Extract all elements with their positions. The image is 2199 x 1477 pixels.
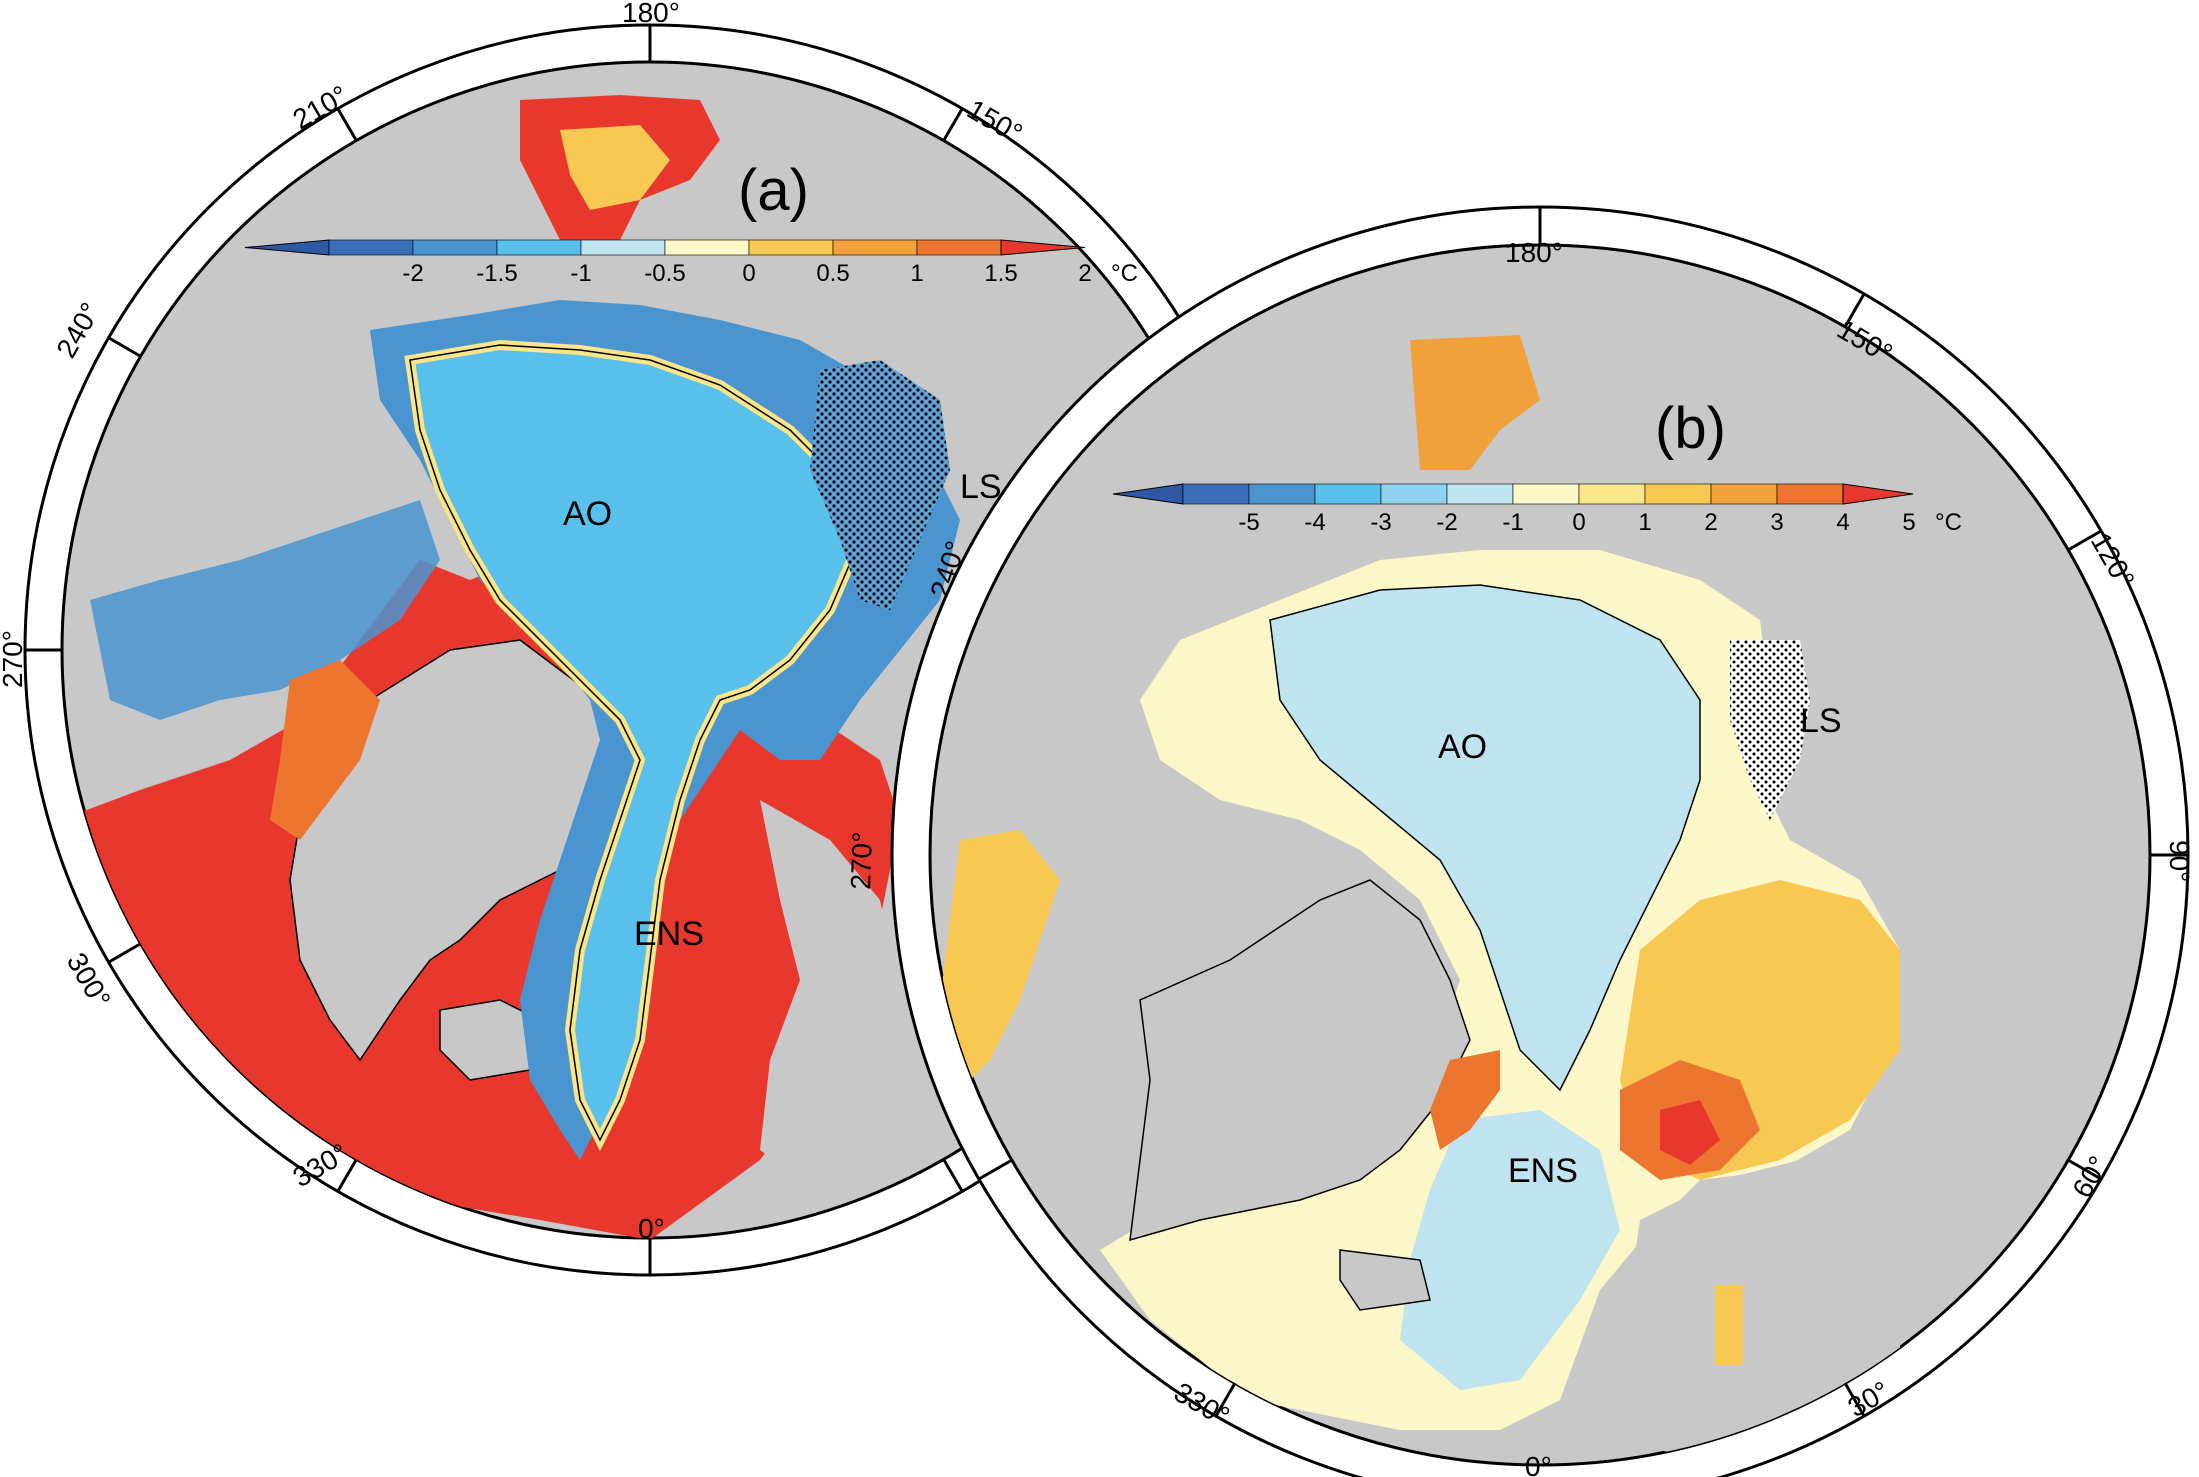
panel-b-colorbar-bin <box>1380 483 1448 505</box>
panel-a-colorbar-bin <box>580 239 666 256</box>
panel-a-lon-0: 0° <box>638 1213 665 1244</box>
panel-b-region-ao: AO <box>1438 728 1487 766</box>
panel-b-colorbar-bin <box>1776 483 1844 505</box>
panel-b-greenland <box>1129 879 1471 1242</box>
panel-b-colorbar-high-extend <box>1842 483 1914 505</box>
panel-b-svalbard <box>1339 1249 1431 1311</box>
panel-b-basin-pale <box>1270 585 1700 1090</box>
panel-a-map <box>62 95 960 1238</box>
panel-b-colorbar-tick-label: 0 <box>1572 509 1585 536</box>
panel-b-colorbar-bin <box>1578 483 1646 505</box>
panel-a-colorbar-high-extend <box>1000 239 1086 256</box>
panel-b-colorbar-tick-label: -2 <box>1436 509 1457 536</box>
panel-b-pacific-warm <box>1410 335 1540 470</box>
panel-a-label: (a) <box>738 158 809 223</box>
panel-a-greenland <box>289 639 631 1062</box>
panel-b-colorbar: -5 -4 -3 -2 -1 0 1 2 3 4 5 °C <box>1112 483 1962 536</box>
panel-b-colorbar-bin <box>1314 483 1382 505</box>
panel-a-baffin-warm <box>270 660 380 840</box>
panel-b-colorbar-bin <box>1248 483 1316 505</box>
panel-b: 180° 150° 120° 90° 60° 30° 0° 330° (b) A… <box>890 205 2195 1477</box>
panel-b-lon-90: 90° <box>2164 840 2195 882</box>
panel-b-warm-sliver <box>1715 1285 1743 1365</box>
panel-a-colorbar-tick-label: 0 <box>742 260 755 287</box>
panel-a-lon-240: 240° <box>50 297 106 363</box>
panel-a-region-ao: AO <box>563 495 612 533</box>
panel-a-colorbar-tick-label: -0.5 <box>644 260 685 287</box>
panel-b-colorbar-unit: °C <box>1935 509 1962 536</box>
panel-a-colorbar-tick-label: 1 <box>910 260 923 287</box>
panel-b-lon-0: 0° <box>1525 1451 1552 1477</box>
panel-b-colorbar-tick-label: -1 <box>1502 509 1523 536</box>
panel-b-colorbar-tick-label: -5 <box>1238 509 1259 536</box>
panel-b-colorbar-tick-label: -3 <box>1370 509 1391 536</box>
panel-a-lon-180: 180° <box>622 0 680 28</box>
panel-a-pacific-orange <box>560 125 670 210</box>
panel-a-colorbar-tick-label: -2 <box>402 260 423 287</box>
panel-b-colorbar-tick-label: 1 <box>1638 509 1651 536</box>
panel-a-colorbar-tick-label: -1.5 <box>476 260 517 287</box>
panel-a-ls-stipple <box>810 360 950 610</box>
panel-b-map <box>940 335 1900 1460</box>
panel-b-lon-180: 180° <box>1505 237 1563 268</box>
panel-b-colorbar-tick-label: -4 <box>1304 509 1325 536</box>
panel-a-colorbar-tick-label: 2 <box>1078 260 1091 287</box>
panel-b-strait-warm <box>1430 1050 1500 1150</box>
panel-b-ticks <box>978 207 2188 1417</box>
panel-a-colorbar: -2 -1.5 -1 -0.5 0 0.5 1 1.5 2 °C <box>244 239 1138 287</box>
panel-b-region-ens: ENS <box>1508 1152 1578 1190</box>
panel-a-colorbar-bin <box>496 239 582 256</box>
panel-b-colorbar-tick-label: 5 <box>1902 509 1915 536</box>
panel-a-colorbar-bin <box>916 239 1002 256</box>
panel-a-scandinavia <box>760 800 900 1180</box>
panel-a-lon-270: 270° <box>0 630 28 688</box>
panel-b-colorbar-tick-label: 4 <box>1836 509 1849 536</box>
panel-a-colorbar-tick-label: 0.5 <box>816 260 849 287</box>
panel-b-colorbar-tick-label: 3 <box>1770 509 1783 536</box>
panel-a-colorbar-bin <box>748 239 834 256</box>
panel-b-region-ls: LS <box>1800 702 1842 740</box>
panel-b-scandinavia <box>1620 1160 1900 1460</box>
panel-a-colorbar-bin <box>412 239 498 256</box>
panel-a-colorbar-tick-label: -1 <box>570 260 591 287</box>
panel-a-colorbar-bin <box>328 239 414 256</box>
panel-b-barents-core <box>1660 1100 1720 1165</box>
panel-a-colorbar-unit: °C <box>1111 260 1138 287</box>
panel-b-colorbar-tick-label: 2 <box>1704 509 1717 536</box>
panel-b-labrador-warm <box>940 830 1060 1100</box>
panel-b-colorbar-bin <box>1512 483 1580 505</box>
panel-a-coast-contour <box>409 344 861 1142</box>
panel-a-ticks <box>25 25 964 1275</box>
panel-a-colorbar-bin <box>664 239 750 256</box>
panel-b-ls-stipple <box>1730 640 1810 820</box>
panel-b-colorbar-bin <box>1446 483 1514 505</box>
panel-a-inner-lon-270: 270° <box>845 831 878 890</box>
panel-a-region-ls: LS <box>960 468 1002 506</box>
panel-b-label: (b) <box>1655 396 1726 461</box>
panel-b-basin-contour <box>1269 584 1701 1092</box>
panel-b-colorbar-bin <box>1182 483 1250 505</box>
panel-b-ens-pale <box>1400 1110 1620 1390</box>
panel-b-colorbar-bin <box>1644 483 1712 505</box>
panel-b-colorbar-bin <box>1710 483 1778 505</box>
panel-a-colorbar-bin <box>832 239 918 256</box>
panel-a-archipelago-channels <box>90 500 440 720</box>
panel-a-region-ens: ENS <box>634 915 704 953</box>
panel-a-colorbar-tick-label: 1.5 <box>984 260 1017 287</box>
